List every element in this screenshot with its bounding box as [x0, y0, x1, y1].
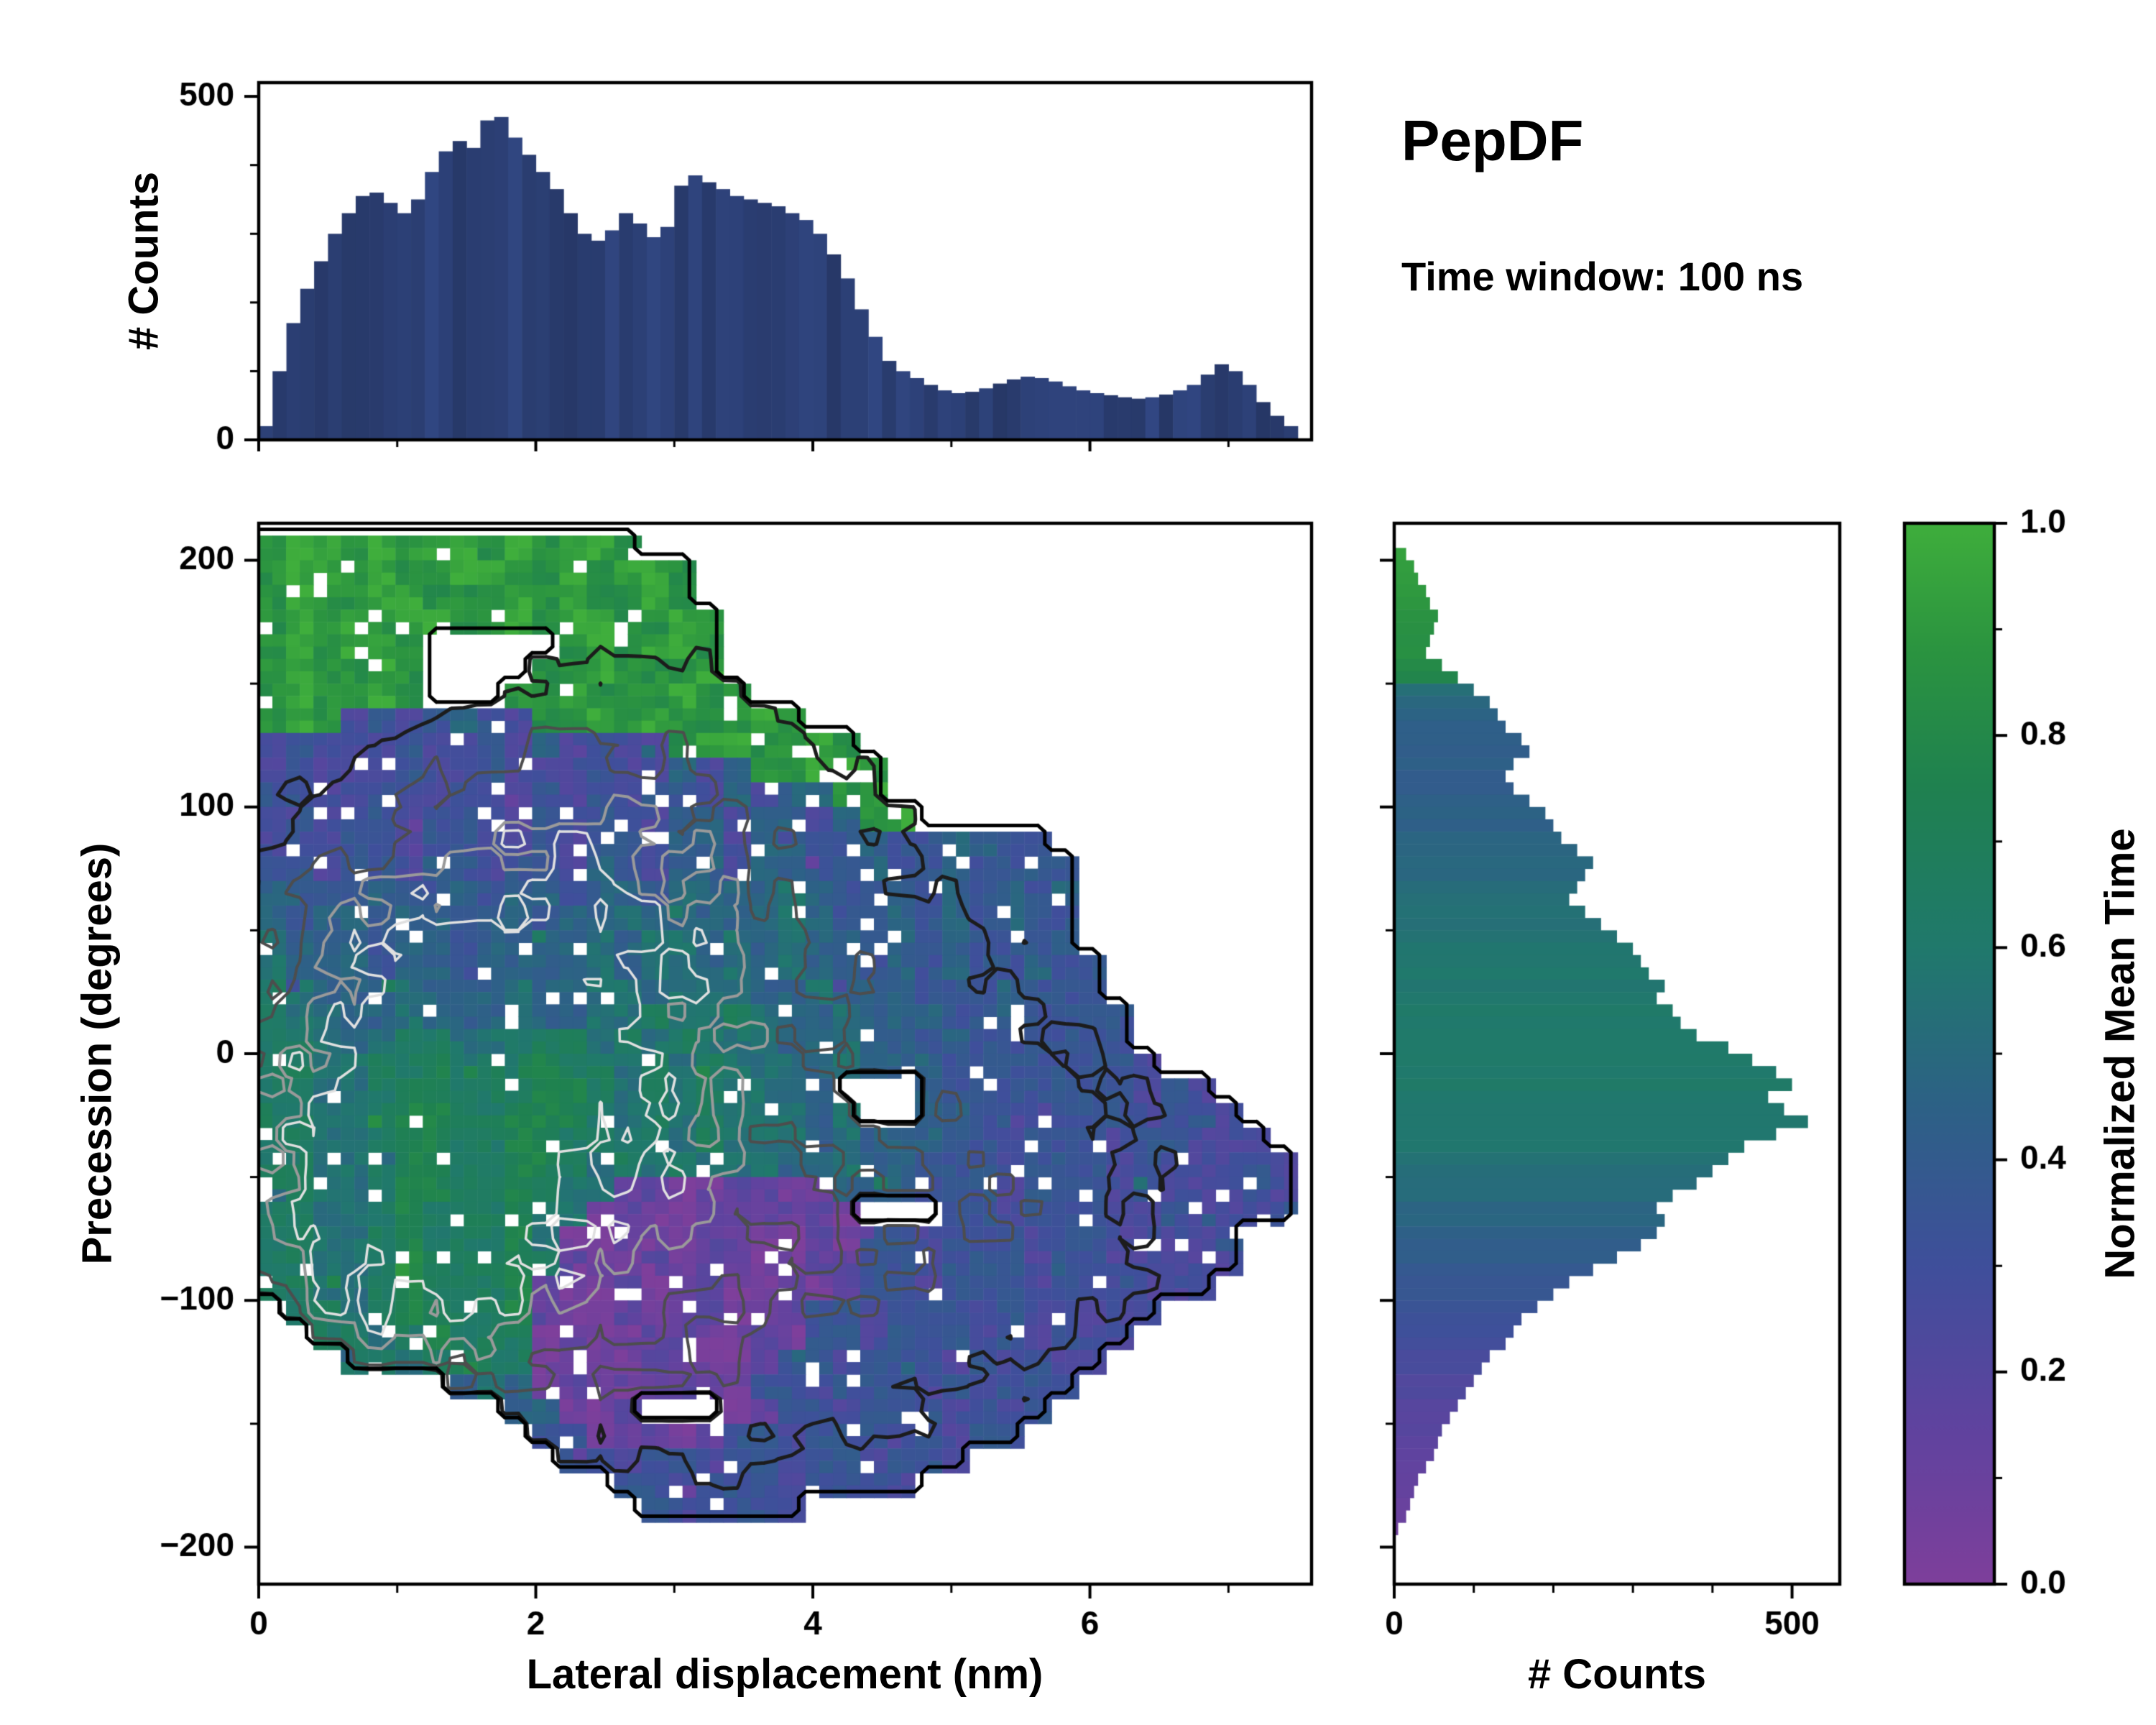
main-x-axis-label: Lateral displacement (nm) [526, 1651, 1044, 1698]
plot-subtitle: Time window: 100 ns [1401, 254, 1804, 299]
plot-title: PepDF [1401, 109, 1584, 172]
right-hist-x-axis-label: # Counts [1527, 1651, 1707, 1698]
colorbar-label: Normalized Mean Time [2096, 828, 2144, 1279]
main-y-axis-label: Precession (degrees) [73, 842, 121, 1265]
top-hist-y-axis-label: # Counts [120, 171, 167, 351]
